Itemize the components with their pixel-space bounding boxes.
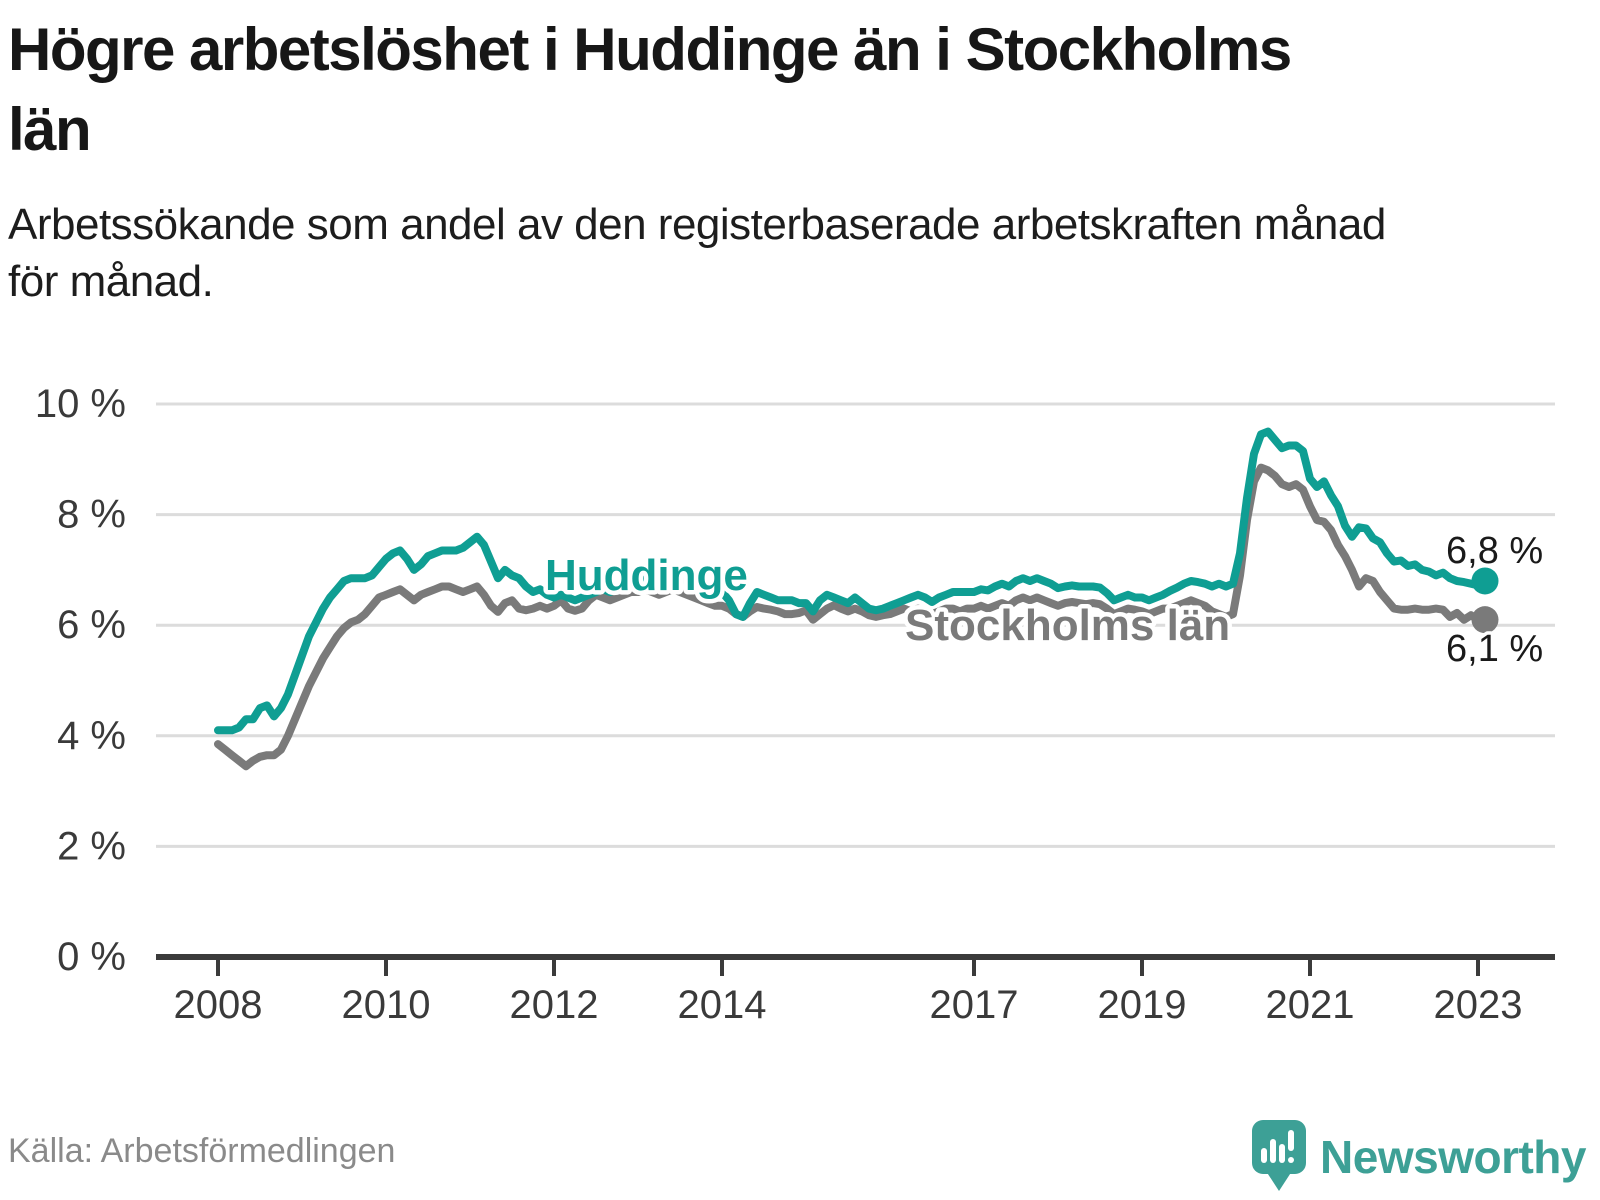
brand-name: Newsworthy — [1320, 1131, 1586, 1183]
stockholms-l-n-end-dot — [1471, 606, 1499, 634]
series-label-stockholms-l-n: Stockholms län — [905, 601, 1230, 650]
huddinge-line — [214, 427, 1489, 735]
x-axis-tick-label: 2019 — [1098, 983, 1187, 1027]
chart-title-line1: Högre arbetslöshet i Huddinge än i Stock… — [8, 16, 1292, 83]
chart-subtitle-line1: Arbetssökande som andel av den registerb… — [8, 200, 1386, 249]
stockholms-l-n-line — [214, 463, 1489, 771]
x-axis-tick-label: 2010 — [342, 983, 431, 1027]
chart-title: Högre arbetslöshet i Huddinge än i Stock… — [8, 10, 1588, 170]
x-axis-tick-label: 2012 — [510, 983, 599, 1027]
chart-title-line2: län — [8, 96, 92, 163]
series-label-huddinge: Huddinge — [545, 551, 748, 600]
end-value-label: 6,8 % — [1446, 530, 1543, 572]
y-axis-tick-label: 6 % — [57, 603, 126, 647]
y-axis-tick-label: 2 % — [57, 824, 126, 868]
y-axis-tick-label: 0 % — [57, 935, 126, 979]
chart-subtitle-line2: för månad. — [8, 257, 214, 306]
y-axis-tick-label: 8 % — [57, 493, 126, 537]
huddinge-end-dot — [1471, 567, 1499, 595]
brand-logo: Newsworthy — [1252, 1120, 1586, 1194]
chart-subtitle: Arbetssökande som andel av den registerb… — [8, 196, 1588, 310]
newsworthy-pin-icon — [1252, 1120, 1307, 1191]
x-axis-tick-label: 2017 — [930, 983, 1019, 1027]
y-axis-tick-label: 4 % — [57, 714, 126, 758]
x-axis-tick-label: 2023 — [1434, 983, 1523, 1027]
y-axis-tick-label: 10 % — [35, 382, 126, 426]
x-axis-tick-label: 2014 — [678, 983, 767, 1027]
x-axis-tick-label: 2021 — [1266, 983, 1355, 1027]
end-value-label: 6,1 % — [1446, 628, 1543, 670]
source-note: Källa: Arbetsförmedlingen — [8, 1132, 396, 1170]
x-axis-tick-label: 2008 — [174, 983, 263, 1027]
